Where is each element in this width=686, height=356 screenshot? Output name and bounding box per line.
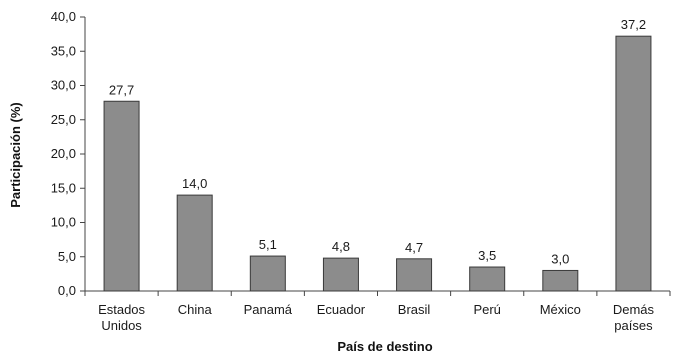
data-labels: 27,7 14,0 5,1 4,8 4,7 3,5 3,0 37,2	[109, 17, 646, 266]
bar	[396, 258, 433, 292]
data-label: 3,5	[478, 248, 496, 263]
x-tick-label-line: países	[614, 318, 653, 333]
x-tick-label: Brasil	[398, 302, 431, 317]
bar	[322, 257, 359, 292]
x-tick-label: Panamá	[244, 302, 293, 317]
bar	[103, 100, 140, 292]
data-label: 5,1	[259, 237, 277, 252]
y-tick-label: 25,0	[51, 112, 76, 127]
data-label: 14,0	[182, 176, 207, 191]
data-label: 3,0	[551, 251, 569, 266]
y-axis: 0,0 5,0 10,0 15,0 20,0 25,0 30,0 35,0 40,0	[51, 9, 86, 298]
x-tick-label-line: Brasil	[398, 302, 431, 317]
x-tick-label-line: Perú	[473, 302, 500, 317]
x-tick-label-line: Panamá	[244, 302, 293, 317]
data-label: 37,2	[621, 17, 646, 32]
x-tick-label-line: Demás	[613, 302, 655, 317]
x-tick-label: Demás países	[613, 302, 655, 333]
y-tick-label: 30,0	[51, 78, 76, 93]
y-tick-label: 15,0	[51, 180, 76, 195]
bar	[249, 255, 286, 292]
x-tick-label-line: Ecuador	[317, 302, 366, 317]
y-tick-label: 40,0	[51, 9, 76, 24]
y-axis-title: Participación (%)	[8, 102, 23, 207]
x-tick-label-line: México	[540, 302, 581, 317]
y-tick-label: 0,0	[58, 283, 76, 298]
data-label: 27,7	[109, 82, 134, 97]
x-axis: Estados Unidos China Panamá Ecuador Brasil Per…	[84, 290, 671, 333]
bar	[615, 35, 652, 292]
x-tick-label-line: China	[178, 302, 213, 317]
x-tick-label: Estados Unidos	[98, 302, 145, 333]
bar	[542, 269, 579, 292]
x-axis-title: País de destino	[337, 339, 432, 354]
x-tick-label-line: Estados	[98, 302, 145, 317]
bar	[176, 194, 213, 292]
y-tick-label: 35,0	[51, 43, 76, 58]
y-tick-label: 10,0	[51, 215, 76, 230]
bars	[103, 35, 652, 292]
data-label: 4,8	[332, 239, 350, 254]
y-tick-label: 5,0	[58, 249, 76, 264]
x-tick-label-line: Unidos	[101, 318, 142, 333]
bar	[469, 266, 506, 292]
y-tick-label: 20,0	[51, 146, 76, 161]
x-tick-label: México	[540, 302, 581, 317]
x-tick-label: Ecuador	[317, 302, 366, 317]
x-tick-label: Perú	[473, 302, 500, 317]
x-tick-label: China	[178, 302, 213, 317]
data-label: 4,7	[405, 240, 423, 255]
